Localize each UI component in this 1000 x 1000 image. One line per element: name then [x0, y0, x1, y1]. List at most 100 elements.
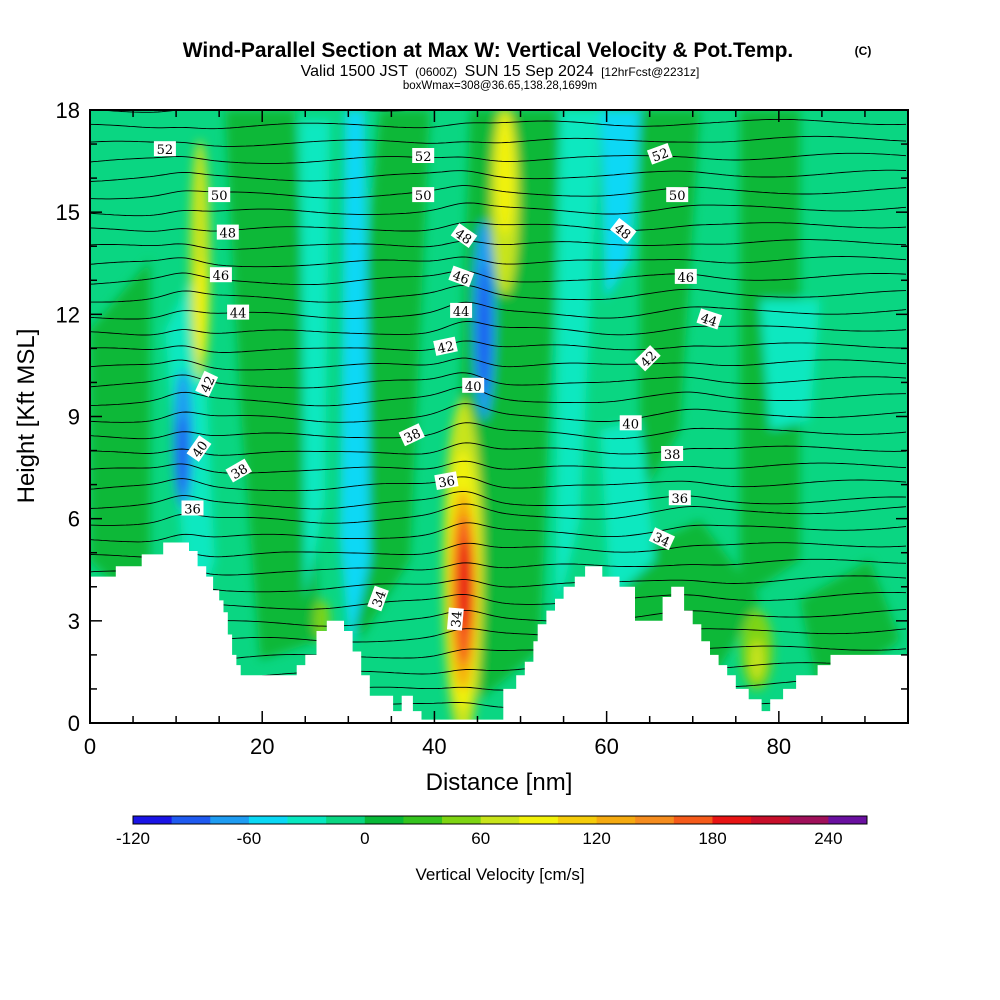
- theta-contour-label: 34: [367, 585, 390, 612]
- theta-contour-label: 46: [448, 265, 475, 288]
- x-tick-label: 60: [594, 734, 618, 759]
- theta-contour-label: 44: [227, 304, 250, 322]
- theta-contour-line: [90, 542, 907, 558]
- y-tick-label: 9: [68, 405, 80, 430]
- x-tick-label: 0: [84, 734, 96, 759]
- theta-contour-label-text: 48: [220, 227, 237, 242]
- colorbar-swatch: [364, 816, 404, 824]
- theta-contour-label-text: 50: [669, 189, 686, 204]
- theta-contour-label-text: 34: [650, 530, 671, 551]
- downdraft-band-3: [300, 120, 330, 600]
- colorbar-swatch: [133, 816, 173, 824]
- theta-contour-label-text: 50: [211, 189, 228, 204]
- theta-contour-label: 44: [696, 308, 723, 331]
- theta-contour-line: [90, 357, 907, 371]
- colorbar-tick-label: 180: [698, 829, 726, 848]
- theta-contour-label-text: 52: [650, 146, 671, 166]
- x-axis-label: Distance [nm]: [426, 769, 573, 796]
- colorbar-swatch: [828, 816, 868, 824]
- y-axis-label: Height [Kft MSL]: [13, 329, 40, 504]
- colorbar-frame: [132, 815, 868, 825]
- y-tick-label: 15: [56, 200, 80, 225]
- theta-contour-line: [90, 256, 907, 268]
- updraft-band-7: [800, 560, 900, 700]
- valid-time-utc: (0600Z): [415, 65, 457, 79]
- theta-contour-label-text: 52: [415, 150, 432, 165]
- y-tick-label: 6: [68, 507, 80, 532]
- updraft-mid-right: [314, 600, 330, 640]
- theta-contour-label: 42: [195, 370, 219, 398]
- colorbar-tick-label: 0: [360, 829, 369, 848]
- theta-contour-line: [90, 522, 907, 543]
- theta-contour-label: 34: [446, 607, 466, 631]
- colorbar-swatch: [789, 816, 829, 824]
- theta-contour-label: 36: [434, 471, 459, 492]
- downdraft-core-central-center: [478, 265, 490, 395]
- forecast-info: [12hrFcst@2231z]: [601, 65, 699, 79]
- colorbar-tick-label: 240: [814, 829, 842, 848]
- theta-contour-label: 42: [433, 336, 458, 357]
- theta-contour-label-text: 44: [230, 307, 247, 322]
- valid-time-prefix: Valid 1500 JST: [301, 63, 409, 80]
- x-tick-label: 40: [422, 734, 446, 759]
- theta-contour-line: [90, 202, 907, 217]
- theta-contour-label: 44: [450, 302, 473, 320]
- theta-contour-line: [90, 476, 907, 492]
- colorbar-label: Vertical Velocity [cm/s]: [415, 865, 584, 884]
- theta-contour-line: [90, 558, 907, 576]
- chart-header: Wind-Parallel Section at Max W: Vertical…: [183, 39, 872, 92]
- theta-contours: [90, 110, 907, 715]
- theta-contour-line: [90, 340, 906, 353]
- x-axis: 0 20 40 60 80: [84, 110, 909, 759]
- colorbar-swatch: [635, 816, 675, 824]
- theta-contour-label-text: 36: [437, 474, 456, 492]
- theta-contour-label-text: 46: [213, 269, 230, 284]
- theta-contour-line: [90, 321, 907, 336]
- theta-contour-label-text: 34: [449, 610, 465, 628]
- theta-contour-line: [90, 422, 907, 440]
- theta-contour-line: [90, 386, 906, 407]
- theta-contour-line: [90, 491, 907, 510]
- theta-contour-line: [90, 442, 907, 456]
- colorbar-tick-label: -120: [116, 829, 150, 848]
- downdraft-band-1: [600, 110, 640, 300]
- theta-contour-line: [90, 152, 907, 164]
- colorbar-swatch: [248, 816, 288, 824]
- updraft-east-low-inner: [750, 640, 764, 680]
- theta-contour-label: 34: [648, 527, 676, 551]
- theta-contour-label: 52: [646, 143, 673, 166]
- theta-contour-label-text: 42: [198, 374, 219, 395]
- colorbar-swatch: [596, 816, 636, 824]
- theta-contour-label-text: 44: [453, 305, 470, 320]
- colorbar-swatch: [171, 816, 211, 824]
- theta-contour-label-text: 42: [436, 339, 455, 357]
- theta-contour-label-text: 38: [402, 426, 423, 447]
- y-tick-label: 18: [56, 98, 80, 123]
- colorbar-swatch: [519, 816, 559, 824]
- colorbar-tick-label: -60: [237, 829, 262, 848]
- theta-contour-label: 38: [225, 458, 253, 483]
- theta-contour-label: 46: [209, 267, 232, 284]
- colorbar-swatch: [403, 816, 443, 824]
- theta-contour-label-text: 46: [450, 268, 471, 288]
- theta-contour-line: [90, 135, 907, 147]
- theta-contour-label-text: 38: [664, 448, 681, 463]
- velocity-field: [90, 110, 908, 723]
- theta-contour-line: [90, 301, 907, 320]
- theta-contour-label: 40: [619, 415, 642, 432]
- downdraft-band-0: [340, 110, 370, 650]
- downdraft-band-4: [555, 110, 600, 620]
- updraft-band-1: [225, 110, 320, 660]
- theta-contour-label-text: 50: [415, 189, 432, 204]
- colorbar-swatch: [557, 816, 597, 824]
- x-tick-label: 20: [250, 734, 274, 759]
- colorbar-tick-label: 120: [582, 829, 610, 848]
- colorbar-swatch: [210, 816, 250, 824]
- colorbar-swatch: [442, 816, 482, 824]
- colorbar-swatch: [480, 816, 520, 824]
- downdraft-core-west-center: [178, 415, 188, 495]
- valid-date: SUN 15 Sep 2024: [465, 63, 594, 80]
- downdraft-band-5: [760, 300, 820, 430]
